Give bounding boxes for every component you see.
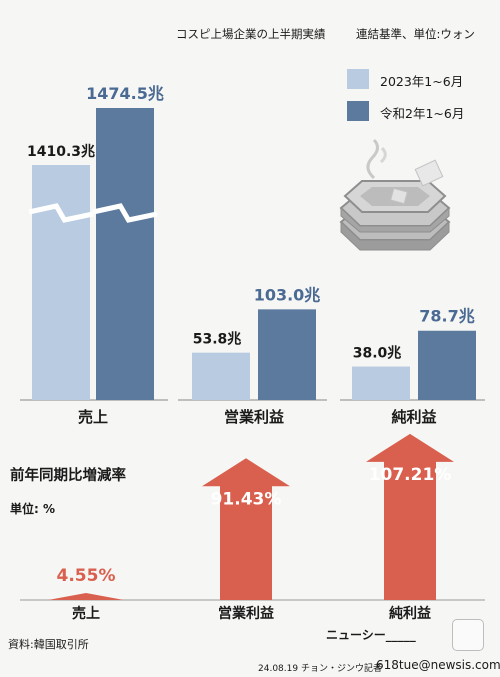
value-label-1-1: 103.0兆 [254, 285, 321, 304]
brand-name: ニューシー_____ [326, 628, 416, 642]
category-label-2: 純利益 [391, 408, 436, 426]
legend-swatch-2024 [347, 101, 369, 121]
chart-title: コスピ上場企業の上半期実績 [176, 27, 326, 41]
coin-stack-icon [339, 138, 451, 251]
reporter-credit: 24.08.19 チョン・ジンウ記者 [258, 664, 382, 674]
bar-1-0 [192, 352, 250, 400]
change-category-0: 売上 [72, 605, 100, 622]
value-label-0-1: 1474.5兆 [86, 84, 164, 103]
bar-1-1 [258, 309, 316, 400]
bar-2-1 [418, 330, 476, 400]
brand-logo-box [452, 619, 484, 651]
axis-break-1 [92, 203, 158, 223]
value-label-2-1: 78.7兆 [419, 307, 474, 326]
change-value-0: 4.55% [57, 566, 116, 586]
axis-break-0 [28, 203, 94, 223]
change-category-2: 純利益 [389, 605, 431, 622]
category-label-1: 営業利益 [224, 408, 284, 426]
value-label-0-0: 1410.3兆 [27, 144, 95, 160]
reporter-email: 618tue@newsis.com [376, 658, 500, 672]
change-value-2: 107.21% [369, 465, 452, 485]
legend-label-2023: 2023年1~6月 [380, 74, 464, 89]
change-arrow-1 [202, 458, 290, 600]
change-arrow-0 [48, 592, 124, 600]
value-label-2-0: 38.0兆 [353, 346, 402, 362]
change-value-1: 91.43% [211, 489, 282, 509]
change-arrow-2 [366, 433, 454, 600]
change-category-1: 営業利益 [218, 605, 274, 622]
bar-0-0 [32, 165, 90, 400]
bar-0-1 [96, 108, 154, 400]
value-label-1-0: 53.8兆 [193, 332, 242, 348]
category-label-0: 売上 [78, 408, 108, 426]
bar-2-0 [352, 366, 410, 400]
legend-swatch-2023 [347, 69, 369, 89]
source-note: 資料:韓国取引所 [8, 638, 89, 651]
unit-basis: 連結基準、単位:ウォン [356, 27, 475, 41]
change-section-unit: 単位: % [10, 502, 56, 516]
change-section-title: 前年同期比増減率 [10, 468, 126, 484]
legend-label-2024: 令和2年1~6月 [380, 106, 465, 121]
